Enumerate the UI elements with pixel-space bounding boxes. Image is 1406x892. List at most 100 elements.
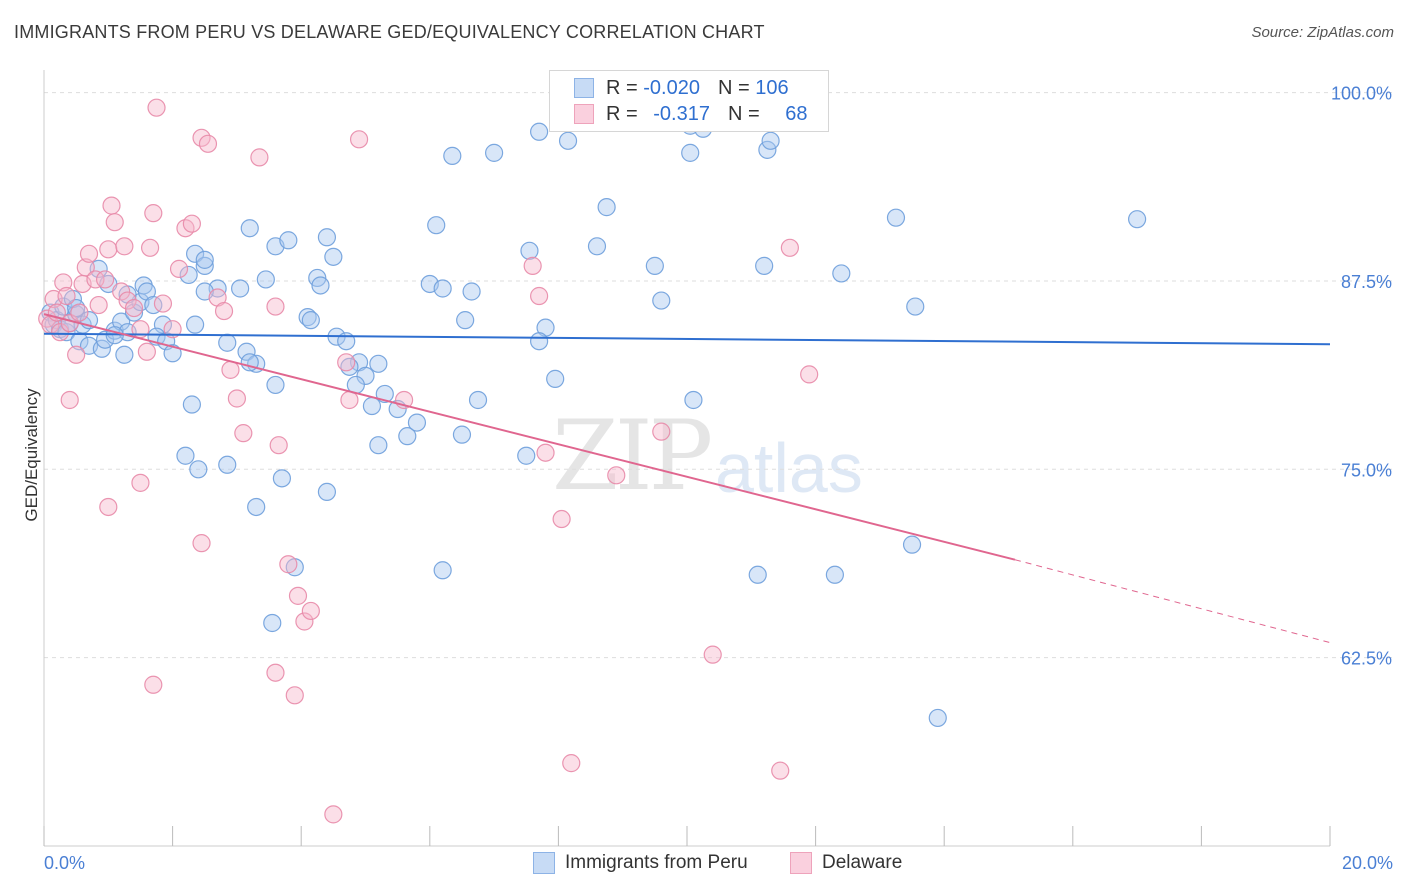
legend-n-label: N = bbox=[717, 76, 750, 99]
peru-point bbox=[324, 247, 343, 266]
peru-point bbox=[317, 228, 337, 247]
delaware-point bbox=[144, 675, 163, 694]
delaware-point bbox=[523, 256, 542, 275]
legend-n-label: N = bbox=[727, 102, 760, 125]
peru-point bbox=[832, 264, 851, 283]
peru-point bbox=[179, 265, 198, 285]
delaware-point bbox=[340, 390, 359, 410]
delaware-point bbox=[266, 297, 285, 316]
delaware-point bbox=[214, 301, 234, 321]
delaware-point bbox=[89, 295, 108, 315]
peru-point bbox=[652, 291, 671, 310]
delaware-point bbox=[536, 443, 555, 462]
delaware-point bbox=[137, 342, 156, 361]
legend-item-delaware: Delaware bbox=[790, 852, 902, 874]
chart-title: IMMIGRANTS FROM PERU VS DELAWARE GED/EQU… bbox=[14, 22, 765, 42]
peru-point bbox=[189, 460, 208, 479]
peru-point bbox=[218, 333, 237, 352]
peru-point bbox=[433, 279, 452, 298]
legend-n-value: 106 bbox=[755, 76, 789, 99]
delaware-point bbox=[607, 466, 626, 485]
delaware-point bbox=[153, 294, 173, 313]
legend-r-label: R = bbox=[606, 76, 638, 99]
peru-point bbox=[587, 237, 607, 256]
delaware-trendline-extension bbox=[1014, 559, 1331, 644]
delaware-point bbox=[182, 214, 201, 233]
legend-r-value: -0.317 bbox=[653, 102, 710, 125]
peru-point bbox=[176, 446, 195, 465]
legend-swatch-pink bbox=[574, 104, 594, 124]
delaware-point bbox=[144, 204, 163, 223]
delaware-point bbox=[266, 663, 285, 682]
y-tick-label: 100.0% bbox=[1331, 84, 1392, 104]
delaware-point bbox=[198, 134, 218, 153]
peru-point bbox=[645, 256, 664, 275]
series-legend: Immigrants from Peru Delaware bbox=[0, 852, 1406, 878]
peru-point bbox=[681, 143, 700, 162]
delaware-point bbox=[86, 270, 105, 289]
delaware-point bbox=[99, 497, 118, 517]
delaware-point bbox=[652, 422, 671, 441]
delaware-point bbox=[530, 286, 549, 306]
peru-point bbox=[218, 455, 237, 474]
x-tick-label: 20.0% bbox=[1342, 853, 1393, 873]
legend-row-peru: R = -0.020 N = 106 bbox=[574, 76, 789, 100]
delaware-point bbox=[295, 612, 314, 631]
y-tick-label: 75.0% bbox=[1341, 460, 1392, 480]
delaware-point bbox=[800, 365, 819, 384]
peru-point bbox=[433, 561, 452, 580]
delaware-point bbox=[67, 345, 86, 364]
peru-point bbox=[317, 482, 337, 502]
peru-point bbox=[115, 345, 134, 364]
peru-point bbox=[902, 535, 922, 554]
delaware-point bbox=[279, 555, 298, 574]
delaware-point bbox=[99, 240, 118, 259]
peru-point bbox=[443, 146, 462, 165]
peru-point bbox=[266, 375, 285, 395]
legend-swatch-blue bbox=[533, 852, 555, 874]
delaware-point bbox=[163, 320, 182, 339]
source-label: Source: ZipAtlas.com bbox=[1251, 24, 1394, 41]
delaware-point bbox=[140, 238, 160, 257]
delaware-trendline bbox=[43, 313, 1016, 561]
peru-point bbox=[237, 342, 256, 361]
peru-point bbox=[256, 270, 275, 289]
watermark-atlas: atlas bbox=[715, 429, 863, 507]
delaware-point bbox=[285, 686, 304, 705]
legend-r-value: -0.020 bbox=[643, 76, 700, 99]
delaware-point bbox=[147, 98, 166, 117]
peru-point bbox=[247, 497, 266, 517]
peru-point bbox=[362, 396, 382, 416]
legend-n-value: 68 bbox=[785, 102, 808, 125]
delaware-point bbox=[337, 353, 356, 372]
delaware-point bbox=[50, 323, 70, 342]
delaware-point bbox=[221, 360, 240, 379]
delaware-point bbox=[552, 509, 571, 529]
peru-point bbox=[356, 366, 375, 385]
peru-point bbox=[427, 216, 446, 235]
delaware-point bbox=[703, 645, 722, 664]
peru-point bbox=[684, 390, 703, 410]
legend-swatch-pink bbox=[790, 852, 812, 874]
peru-point bbox=[546, 369, 565, 388]
peru-point bbox=[144, 295, 163, 315]
delaware-point bbox=[76, 258, 95, 277]
peru-point bbox=[452, 425, 472, 444]
delaware-point bbox=[115, 237, 134, 256]
peru-point bbox=[369, 436, 388, 455]
peru-point bbox=[468, 390, 488, 410]
peru-point bbox=[272, 469, 292, 488]
legend-swatch-blue bbox=[574, 78, 594, 98]
peru-point bbox=[928, 708, 947, 728]
peru-point bbox=[517, 446, 536, 465]
delaware-point bbox=[124, 298, 144, 318]
peru-point bbox=[186, 244, 205, 263]
delaware-point bbox=[105, 213, 124, 232]
legend-label-peru: Immigrants from Peru bbox=[565, 852, 748, 873]
peru-point bbox=[298, 308, 317, 327]
legend-item-peru: Immigrants from Peru bbox=[533, 852, 748, 874]
peru-point bbox=[231, 279, 250, 298]
peru-point bbox=[530, 332, 549, 351]
peru-point bbox=[311, 276, 330, 295]
